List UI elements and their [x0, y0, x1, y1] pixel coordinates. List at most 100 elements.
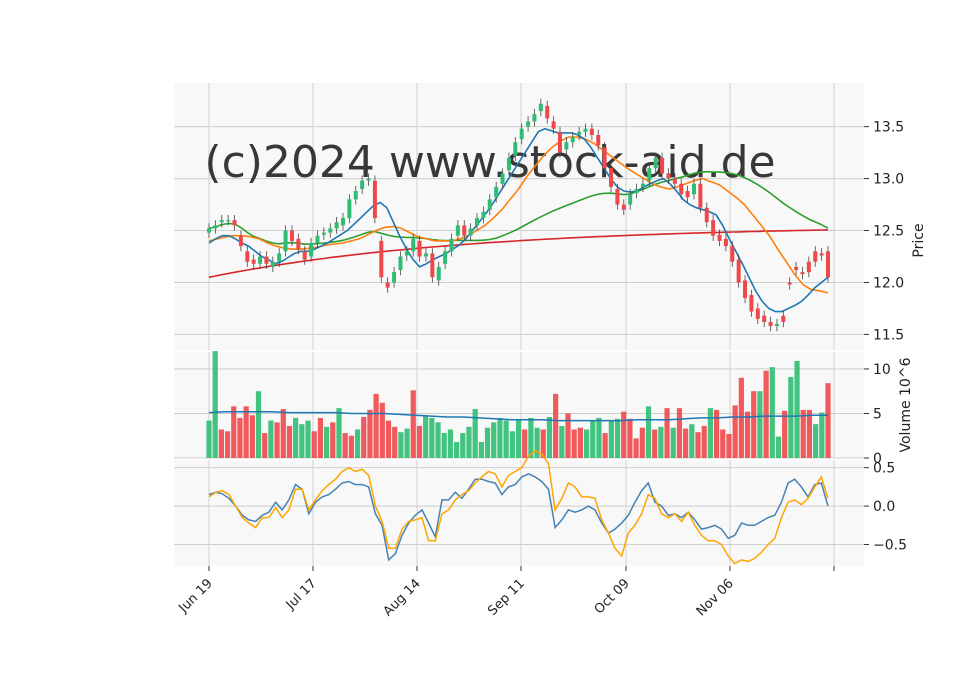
candle-body: [347, 199, 352, 219]
volume-bar: [466, 426, 472, 458]
candle-body: [449, 238, 454, 252]
candle-body: [704, 207, 709, 223]
volume-bar: [782, 410, 788, 458]
volume-bar: [416, 425, 423, 458]
volume-bar: [503, 420, 509, 458]
candle-body: [207, 228, 211, 233]
candle-body: [226, 220, 231, 222]
volume-bar: [317, 417, 324, 458]
volume-bar: [429, 417, 435, 458]
volume-bar: [342, 433, 348, 458]
oscillator-panel-background: [174, 460, 864, 566]
volume-bar: [590, 420, 596, 458]
volume-bars: [206, 351, 831, 458]
candle-body: [647, 168, 652, 181]
volume-bar: [658, 426, 664, 458]
candle-body: [417, 240, 422, 257]
volume-bar: [280, 409, 286, 458]
candle-body: [819, 253, 824, 256]
volume-bar: [676, 408, 683, 458]
candle-body: [289, 230, 294, 241]
candle-body: [258, 256, 263, 264]
volume-bar: [763, 370, 769, 458]
volume-bar: [478, 441, 484, 458]
volume-bar: [435, 422, 441, 458]
volume-bar: [274, 422, 280, 458]
volume-bar: [683, 428, 689, 458]
candle-body: [334, 222, 339, 229]
grid-lines: [174, 83, 864, 566]
volume-bar: [627, 418, 633, 458]
volume-bar: [398, 432, 404, 458]
oscillator-tick-label: −0.5: [873, 537, 907, 553]
candle-body: [615, 188, 620, 205]
x-tick-label: Jun 19: [176, 576, 216, 616]
candle-body: [398, 256, 403, 271]
volume-bar: [354, 429, 361, 458]
candle-body: [296, 238, 301, 250]
candle-body: [468, 228, 473, 236]
volume-bar: [800, 409, 806, 458]
volume-bar: [652, 429, 658, 458]
volume-bar: [286, 425, 293, 458]
candle-body: [353, 191, 358, 200]
candle-body: [755, 308, 760, 319]
candle-body: [628, 194, 633, 205]
candle-body: [685, 191, 690, 198]
volume-bar: [410, 390, 416, 458]
candle-body: [666, 173, 671, 179]
candle-body: [392, 272, 397, 283]
volume-bar: [553, 393, 559, 458]
volume-bar: [262, 433, 268, 458]
volume-bar: [571, 429, 577, 458]
volume-bar: [825, 383, 831, 458]
candle-body: [679, 183, 684, 195]
candle-body: [634, 188, 639, 194]
volume-bar: [775, 436, 782, 458]
volume-bar: [757, 391, 763, 458]
candle-body: [691, 183, 696, 195]
volume-bar: [565, 413, 571, 458]
candle-body: [794, 266, 799, 271]
candle-body: [532, 114, 537, 122]
candle-body: [455, 225, 460, 236]
volume-bar: [243, 406, 249, 458]
candle-body: [596, 134, 601, 146]
volume-bar: [491, 422, 497, 458]
volume-bar: [806, 409, 813, 458]
candle-body: [640, 183, 645, 187]
price-tick-label: 11.5: [873, 327, 904, 343]
candle-body: [213, 225, 218, 229]
candle-body: [557, 131, 562, 153]
candle-body: [475, 218, 480, 226]
candle-body: [602, 147, 607, 169]
volume-tick-label: 0: [873, 451, 882, 467]
volume-bar: [639, 427, 645, 458]
candle-body: [360, 180, 365, 189]
candle-body: [538, 103, 543, 112]
candle-body: [736, 259, 741, 283]
volume-bar: [293, 417, 299, 458]
candle-body: [443, 251, 448, 264]
candle-body: [589, 128, 594, 135]
oscillator-tick-label: 0.0: [873, 499, 895, 515]
volume-bar: [769, 367, 775, 458]
candle-body: [411, 238, 416, 252]
volume-bar: [744, 411, 751, 458]
volume-bar: [484, 427, 491, 458]
x-tick-label: Aug 14: [381, 576, 424, 619]
x-tick-label: Nov 06: [694, 576, 737, 619]
volume-bar: [726, 433, 732, 458]
volume-bar: [385, 420, 392, 458]
candle-body: [545, 105, 550, 119]
candle-body: [813, 251, 818, 262]
candle-body: [283, 230, 288, 252]
candle-body: [526, 121, 531, 127]
candle-body: [404, 251, 409, 256]
moving-average-red: [208, 229, 829, 279]
volume-bar: [218, 429, 224, 458]
volume-bar: [732, 405, 738, 458]
volume-bar: [299, 424, 305, 458]
volume-bar: [546, 417, 553, 458]
